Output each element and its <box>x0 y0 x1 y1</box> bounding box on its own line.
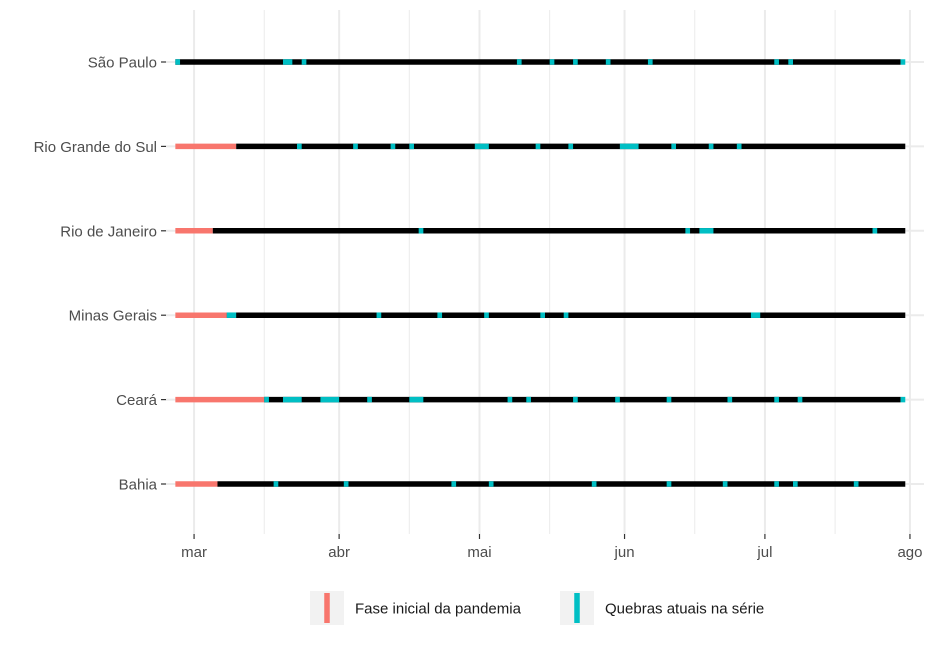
y-tick-label: São Paulo <box>88 55 157 72</box>
y-tick-label: Ceará <box>116 392 158 409</box>
y-axis: São Paulo Rio Grande do Sul Rio de Janeiro… <box>34 55 166 494</box>
y-tick-label: Bahia <box>119 477 158 494</box>
x-tick-label: mar <box>181 544 207 561</box>
x-axis: mar abr mai jun jul ago <box>181 534 922 561</box>
legend-label: Fase inicial da pandemia <box>355 601 522 618</box>
legend: Fase inicial da pandemia Quebras atuais n… <box>310 591 764 625</box>
y-tick-label: Rio de Janeiro <box>60 223 157 240</box>
x-tick-label: jul <box>756 544 772 561</box>
legend-label: Quebras atuais na série <box>605 601 764 618</box>
legend-item-breaks: Quebras atuais na série <box>560 591 764 625</box>
series-rows <box>175 59 906 487</box>
x-tick-label: mai <box>467 544 491 561</box>
x-tick-label: abr <box>328 544 350 561</box>
x-tick-label: jun <box>614 544 635 561</box>
y-tick-label: Minas Gerais <box>69 308 157 325</box>
legend-item-initial: Fase inicial da pandemia <box>310 591 522 625</box>
x-tick-label: ago <box>897 544 922 561</box>
grid-lines <box>166 10 924 534</box>
y-tick-label: Rio Grande do Sul <box>34 139 157 156</box>
